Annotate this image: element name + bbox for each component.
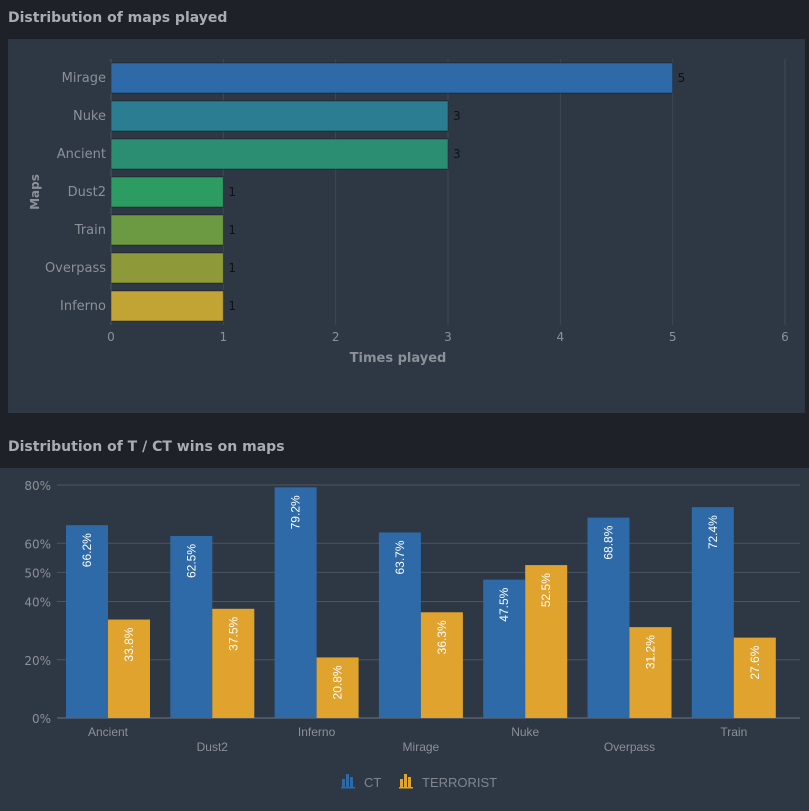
wins-section-title: Distribution of T / CT wins on maps — [8, 439, 285, 455]
wins-chart: 0% 20% 40% 50% 60% 80% 66.2% 33.8% Ancient 62.5% 3… — [24, 479, 800, 790]
data-label-terrorist-mirage: 36.3% — [435, 620, 449, 654]
bar-ct-dust2[interactable] — [170, 535, 213, 718]
x-tick-label-train: Train — [720, 725, 747, 739]
data-label-mirage: 5 — [678, 71, 686, 85]
y-tick-label-inferno: Inferno — [60, 299, 106, 314]
maps-played-section-title: Distribution of maps played — [8, 10, 228, 26]
bar-dust2[interactable] — [110, 176, 224, 208]
bar-nuke[interactable] — [110, 100, 449, 132]
bar-train[interactable] — [110, 214, 224, 246]
data-label-terrorist-nuke: 52.5% — [539, 573, 553, 607]
y-tick-label-dust2: Dust2 — [68, 185, 106, 200]
legend-icon-terrorist-bar-c — [408, 777, 411, 787]
y-tick-label-ancient: Ancient — [57, 147, 106, 162]
bar-ct-ancient[interactable] — [66, 525, 108, 718]
legend-icon-ct-base — [341, 787, 355, 789]
data-label-terrorist-inferno: 20.8% — [331, 665, 345, 699]
y-tick-label-50: 50% — [24, 566, 51, 580]
x-tick-label-1: 1 — [220, 330, 228, 344]
x-tick-label-mirage: Mirage — [403, 740, 440, 754]
data-label-ct-mirage: 63.7% — [393, 540, 407, 574]
bar-terrorist-inferno[interactable] — [316, 657, 359, 718]
bar-ct-inferno[interactable] — [274, 487, 317, 718]
data-label-ct-dust2: 62.5% — [184, 544, 198, 578]
data-label-ct-train: 72.4% — [706, 515, 720, 549]
bar-ct-train[interactable] — [691, 507, 734, 718]
data-label-train: 1 — [228, 223, 236, 237]
bar-terrorist-mirage[interactable] — [420, 612, 463, 718]
bar-inferno[interactable] — [110, 290, 224, 322]
legend-icon-terrorist-bar-b — [404, 774, 407, 787]
y-tick-label-20: 20% — [24, 654, 51, 668]
bar-ancient[interactable] — [110, 138, 449, 170]
data-label-nuke: 3 — [453, 109, 461, 123]
x-tick-label-3: 3 — [444, 330, 452, 344]
data-label-dust2: 1 — [228, 185, 236, 199]
legend-icon-ct-bar-c — [350, 777, 353, 787]
y-tick-label-0: 0% — [32, 712, 51, 726]
y-tick-label-40: 40% — [24, 596, 51, 610]
y-tick-label-overpass: Overpass — [45, 261, 106, 276]
data-label-inferno: 1 — [228, 299, 236, 313]
bar-terrorist-train[interactable] — [733, 637, 776, 718]
x-tick-label-2: 2 — [332, 330, 340, 344]
maps-played-chart-panel: Mirage 5 Nuke 3 Ancient 3 Dust2 1 Train 1 Overpass… — [8, 39, 805, 413]
y-tick-label-mirage: Mirage — [62, 71, 106, 86]
data-label-ct-ancient: 66.2% — [80, 533, 94, 567]
x-tick-label-5: 5 — [669, 330, 677, 344]
data-label-ct-inferno: 79.2% — [289, 495, 303, 529]
legend-icon-ct-bar-b — [346, 774, 349, 787]
data-label-terrorist-dust2: 37.5% — [226, 616, 240, 650]
x-tick-label-6: 6 — [781, 330, 789, 344]
data-label-ct-nuke: 47.5% — [497, 587, 511, 621]
legend-icon-ct-bar-a — [342, 779, 345, 787]
bar-terrorist-overpass[interactable] — [629, 627, 672, 718]
bar-ct-overpass[interactable] — [587, 517, 630, 718]
maps-played-chart: Mirage 5 Nuke 3 Ancient 3 Dust2 1 Train 1 Overpass… — [28, 59, 789, 366]
y-axis-title: Maps — [28, 174, 42, 210]
data-label-ct-overpass: 68.8% — [602, 525, 616, 559]
data-label-ancient: 3 — [453, 147, 461, 161]
x-tick-label-ancient: Ancient — [88, 725, 129, 739]
data-label-terrorist-train: 27.6% — [748, 645, 762, 679]
y-tick-label-train: Train — [74, 223, 106, 238]
x-tick-label-4: 4 — [557, 330, 565, 344]
bar-terrorist-nuke[interactable] — [525, 565, 568, 718]
y-tick-label-nuke: Nuke — [73, 109, 106, 124]
x-tick-label-nuke: Nuke — [511, 725, 539, 739]
y-tick-label-60: 60% — [24, 537, 51, 551]
x-tick-label-overpass: Overpass — [604, 740, 655, 754]
legend-label-terrorist[interactable]: TERRORIST — [422, 775, 497, 790]
legend-icon-terrorist-base — [399, 787, 413, 789]
bar-terrorist-ancient[interactable] — [108, 619, 150, 718]
bar-ct-nuke[interactable] — [483, 579, 526, 718]
data-label-overpass: 1 — [228, 261, 236, 275]
bar-overpass[interactable] — [110, 252, 224, 284]
data-label-terrorist-ancient: 33.8% — [122, 627, 136, 661]
wins-chart-panel: 0% 20% 40% 50% 60% 80% 66.2% 33.8% Ancient 62.5% 3… — [0, 468, 809, 811]
legend-icon-terrorist-bar-a — [400, 779, 403, 787]
x-tick-label-dust2: Dust2 — [197, 740, 229, 754]
bar-ct-mirage[interactable] — [378, 532, 421, 718]
y-tick-label-80: 80% — [24, 479, 51, 493]
x-axis-title: Times played — [350, 351, 447, 366]
bar-terrorist-dust2[interactable] — [212, 608, 255, 718]
data-label-terrorist-overpass: 31.2% — [644, 635, 658, 669]
x-tick-label-0: 0 — [107, 330, 115, 344]
legend-label-ct[interactable]: CT — [364, 775, 381, 790]
x-tick-label-inferno: Inferno — [298, 725, 336, 739]
bar-mirage[interactable] — [110, 62, 674, 94]
